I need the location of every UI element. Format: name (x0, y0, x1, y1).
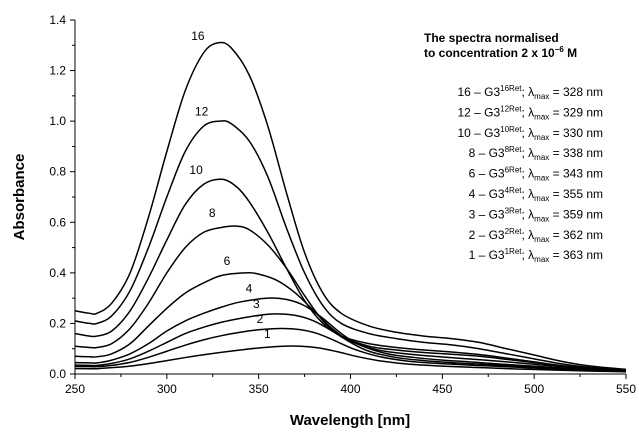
x-tick-label: 500 (524, 382, 544, 396)
x-tick-label: 350 (249, 382, 269, 396)
curve-label-16: 16 (191, 29, 205, 43)
legend-title-line-2: to concentration 2 x 10−6 M (424, 45, 577, 60)
legend-title-line-1: The spectra normalised (424, 31, 559, 45)
x-axis-title: Wavelength [nm] (290, 412, 410, 429)
y-tick-label: 0.8 (49, 165, 66, 179)
x-tick-label: 250 (65, 382, 85, 396)
legend-entry: 1 – G31Ret; λmax = 363 nm (469, 247, 603, 264)
y-tick-label: 1.2 (49, 64, 66, 78)
legend-entry: 2 – G32Ret; λmax = 362 nm (469, 227, 603, 244)
legend-entries: 16 – G316Ret; λmax = 328 nm 12 – G312Ret;… (457, 84, 603, 264)
y-ticks: 0.0 0.2 0.4 0.6 0.8 1.0 1.2 1.4 (49, 13, 75, 381)
legend-entry: 12 – G312Ret; λmax = 329 nm (457, 104, 603, 121)
curve-3 (74, 313, 627, 372)
curve-16 (74, 41, 627, 371)
y-tick-label: 0.0 (49, 367, 66, 381)
legend-entry: 8 – G38Ret; λmax = 338 nm (469, 145, 603, 162)
y-tick-label: 0.4 (49, 266, 66, 280)
x-tick-label: 400 (340, 382, 360, 396)
x-tick-label: 450 (432, 382, 452, 396)
curve-2 (74, 327, 627, 373)
curve-4 (74, 297, 627, 372)
curve-1 (74, 345, 627, 373)
curve-label-6: 6 (224, 254, 231, 268)
curve-label-2: 2 (257, 312, 264, 326)
curve-label-4: 4 (246, 282, 253, 296)
legend-entry: 10 – G310Ret; λmax = 330 nm (457, 125, 603, 142)
x-ticks: 250 300 350 400 450 500 550 (65, 374, 636, 396)
legend-entry: 6 – G36Ret; λmax = 343 nm (469, 166, 603, 183)
legend-entry: 4 – G34Ret; λmax = 355 nm (469, 186, 603, 203)
curve-label-3: 3 (253, 297, 260, 311)
curve-label-1: 1 (264, 327, 271, 341)
x-tick-label: 550 (616, 382, 636, 396)
y-tick-label: 1.4 (49, 13, 66, 27)
curve-label-12: 12 (195, 105, 209, 119)
legend-entry: 16 – G316Ret; λmax = 328 nm (457, 84, 603, 101)
curve-12 (74, 120, 627, 371)
y-tick-label: 0.2 (49, 316, 66, 330)
y-tick-label: 0.6 (49, 215, 66, 229)
curve-8 (74, 225, 627, 372)
y-tick-label: 1.0 (49, 114, 66, 128)
curve-label-8: 8 (209, 206, 216, 220)
curve-label-10: 10 (189, 163, 203, 177)
x-tick-label: 300 (157, 382, 177, 396)
legend-entry: 3 – G33Ret; λmax = 359 nm (469, 206, 603, 223)
y-axis-title: Absorbance (11, 154, 28, 241)
curve-6 (74, 272, 627, 372)
legend: The spectra normalised to concentration … (424, 31, 603, 264)
spectra-curves (74, 41, 627, 373)
